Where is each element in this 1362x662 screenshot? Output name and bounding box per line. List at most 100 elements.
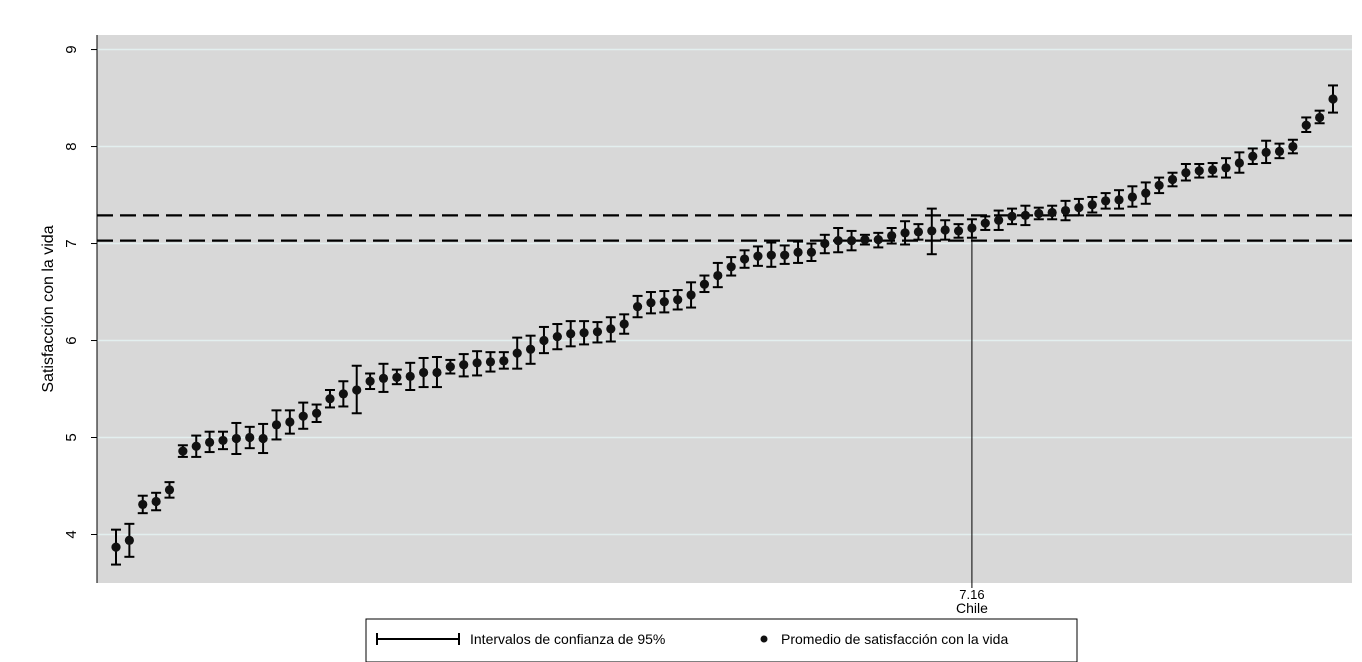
mean-point xyxy=(205,437,215,447)
mean-point xyxy=(1141,188,1151,198)
mean-point xyxy=(766,250,776,260)
mean-point xyxy=(566,329,576,339)
mean-point xyxy=(378,373,389,383)
mean-point xyxy=(1114,195,1124,205)
mean-point xyxy=(806,247,817,257)
mean-point xyxy=(432,367,442,378)
highlight-value-label: 7.16 xyxy=(959,587,984,602)
mean-point xyxy=(980,218,990,228)
mean-point xyxy=(900,228,910,238)
mean-point xyxy=(833,236,843,246)
mean-point xyxy=(940,225,950,235)
mean-point xyxy=(445,362,455,372)
mean-point xyxy=(1060,205,1071,216)
mean-point xyxy=(1154,180,1164,190)
mean-point xyxy=(1007,211,1017,221)
mean-point xyxy=(860,235,870,245)
mean-point xyxy=(646,298,656,308)
mean-point xyxy=(485,357,496,367)
mean-point xyxy=(1208,165,1218,175)
mean-markers xyxy=(111,94,1338,552)
mean-point xyxy=(552,332,562,342)
mean-point xyxy=(418,367,429,378)
mean-point xyxy=(887,231,897,241)
mean-point xyxy=(1328,94,1338,104)
plot-area xyxy=(97,35,1352,583)
mean-point xyxy=(1248,151,1258,161)
y-tick-label: 8 xyxy=(63,142,80,150)
mean-point xyxy=(780,250,790,260)
mean-point xyxy=(820,238,830,249)
mean-point xyxy=(793,247,803,257)
reference-lines xyxy=(97,214,1352,242)
mean-point xyxy=(659,297,669,307)
mean-point xyxy=(405,371,415,382)
y-tick-label: 6 xyxy=(63,336,80,344)
mean-point xyxy=(713,270,723,281)
gridlines xyxy=(97,48,1352,536)
legend-mean-label: Promedio de satisfacción con la vida xyxy=(781,631,1008,647)
y-tick-label: 4 xyxy=(63,530,80,538)
mean-point xyxy=(151,496,161,507)
mean-point xyxy=(967,223,977,233)
mean-point xyxy=(271,420,282,430)
mean-point xyxy=(1274,146,1285,156)
mean-point xyxy=(994,215,1004,225)
y-tick-label: 9 xyxy=(63,45,80,53)
mean-point xyxy=(1181,168,1191,178)
mean-point xyxy=(619,319,629,329)
mean-point xyxy=(699,279,710,289)
highlight-category-label: Chile xyxy=(956,600,988,616)
mean-point xyxy=(753,251,763,261)
mean-point xyxy=(913,227,924,237)
legend-ci-symbol xyxy=(376,633,460,645)
mean-point xyxy=(525,344,536,354)
mean-point xyxy=(579,328,589,338)
mean-point xyxy=(245,432,255,443)
mean-point xyxy=(218,435,228,446)
mean-point xyxy=(1020,210,1031,221)
mean-point xyxy=(298,411,308,421)
mean-point xyxy=(352,385,362,395)
mean-point xyxy=(338,389,348,399)
mean-point xyxy=(606,324,616,334)
mean-point xyxy=(927,226,937,236)
mean-point xyxy=(632,301,643,312)
mean-point xyxy=(231,433,241,444)
mean-point xyxy=(686,290,696,300)
mean-point xyxy=(673,295,683,305)
mean-point xyxy=(178,446,188,456)
mean-point xyxy=(1261,147,1271,157)
mean-point xyxy=(873,235,883,245)
mean-point xyxy=(592,327,603,337)
mean-point xyxy=(191,441,201,451)
mean-point xyxy=(111,542,121,552)
mean-point xyxy=(739,254,750,264)
mean-point xyxy=(726,262,736,272)
mean-point xyxy=(512,348,522,358)
mean-point xyxy=(1087,200,1097,210)
mean-point xyxy=(846,236,857,246)
legend: Intervalos de confianza de 95% Promedio … xyxy=(365,618,1078,662)
mean-point xyxy=(392,372,402,382)
y-axis-title: Satisfacción con la vida xyxy=(40,225,57,392)
mean-point xyxy=(365,376,375,386)
mean-point xyxy=(1315,112,1325,123)
mean-point xyxy=(1234,158,1244,168)
mean-point xyxy=(1101,196,1111,206)
mean-point xyxy=(258,433,268,444)
mean-point xyxy=(138,499,148,510)
mean-point xyxy=(1074,203,1084,213)
mean-point xyxy=(285,417,295,427)
mean-point xyxy=(1167,174,1178,185)
mean-point xyxy=(1221,163,1231,173)
mean-point xyxy=(1034,208,1044,219)
mean-point xyxy=(499,356,509,366)
mean-point xyxy=(1127,192,1137,202)
mean-point xyxy=(539,335,549,346)
mean-point xyxy=(312,408,322,418)
y-axis: 4 5 6 7 8 9 xyxy=(63,35,98,583)
mean-point xyxy=(472,358,482,368)
